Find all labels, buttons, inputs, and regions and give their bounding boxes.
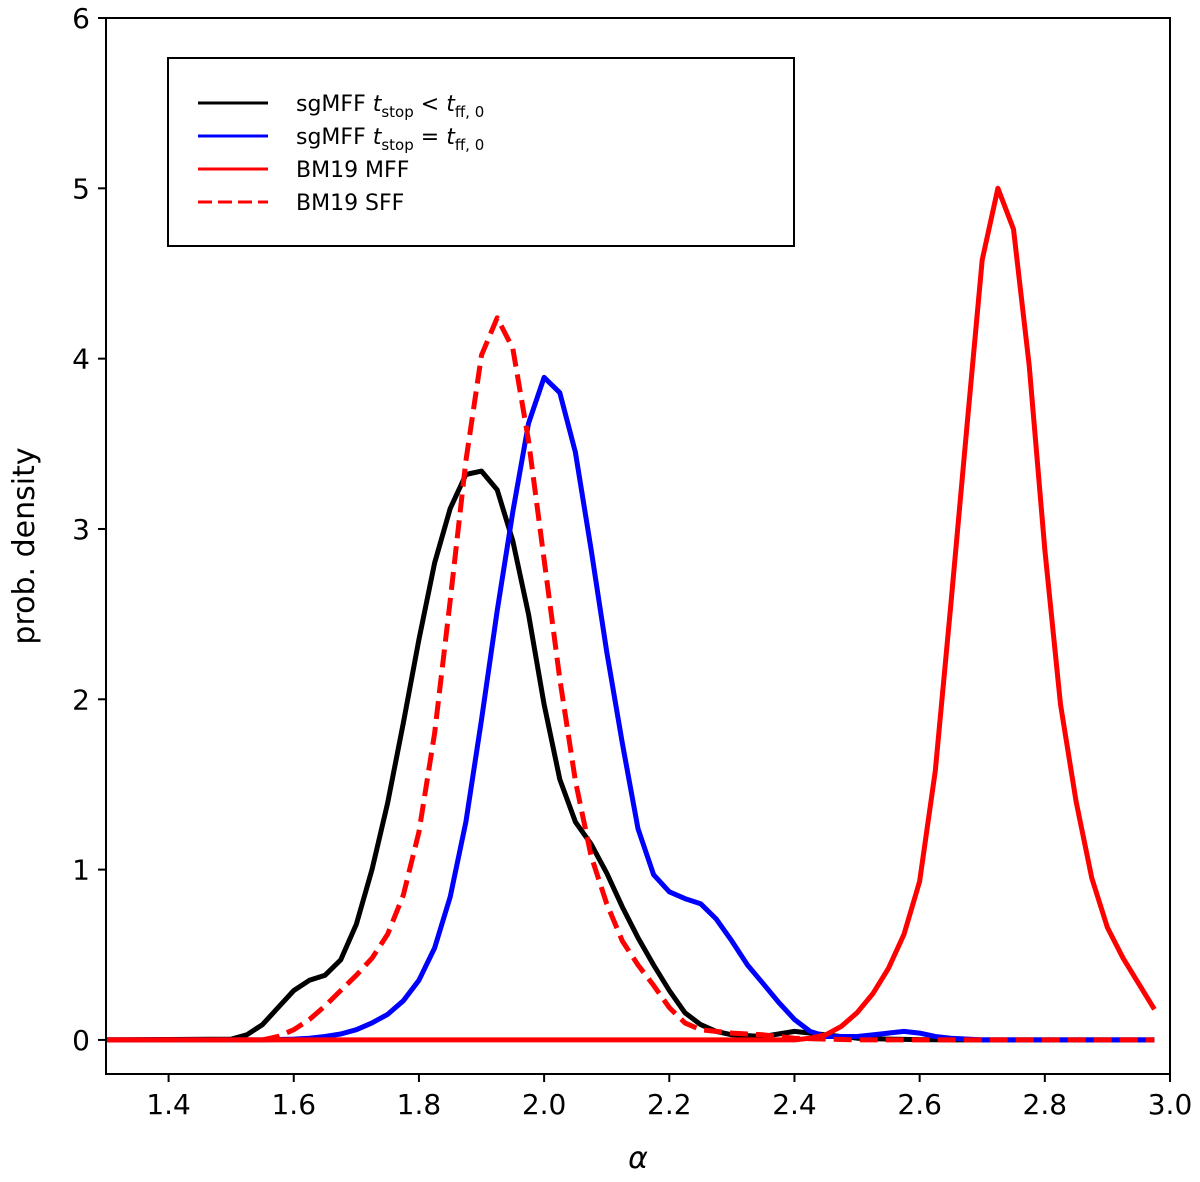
series-layer xyxy=(105,185,1157,1043)
y-tick-label: 0 xyxy=(72,1024,90,1057)
legend-text-part: BM19 MFF xyxy=(296,158,409,183)
legend-text-part: sgMFF xyxy=(296,92,373,117)
legend-label-3: BM19 SFF xyxy=(296,191,404,216)
legend-label-1: sgMFF tstop = tff, 0 xyxy=(296,125,484,154)
x-tick-label: 1.6 xyxy=(271,1088,316,1121)
y-tick-label: 2 xyxy=(72,683,90,716)
x-tick-label: 3.0 xyxy=(1148,1088,1193,1121)
legend-text-part: ff, 0 xyxy=(455,103,484,121)
y-axis: 0 1 2 3 4 5 6 xyxy=(72,2,106,1057)
legend-text-part: t xyxy=(373,92,383,117)
y-axis-label: prob. density xyxy=(7,447,42,644)
legend-text-part: sgMFF xyxy=(296,125,373,150)
legend-text-part: ff, 0 xyxy=(455,136,484,154)
legend-text-part: stop xyxy=(381,136,413,154)
x-tick-label: 1.8 xyxy=(397,1088,442,1121)
legend-text-part: t xyxy=(446,92,456,117)
y-tick-label: 4 xyxy=(72,343,90,376)
series-line-2 xyxy=(106,185,1157,1043)
series-line-3 xyxy=(106,315,1155,1043)
x-tick-label: 2.6 xyxy=(897,1088,942,1121)
x-tick-label: 2.2 xyxy=(647,1088,692,1121)
y-tick-label: 6 xyxy=(72,2,90,35)
y-tick-label: 1 xyxy=(72,854,90,887)
x-tick-label: 2.0 xyxy=(522,1088,567,1121)
y-tick-label: 5 xyxy=(72,172,90,205)
x-tick-label: 1.4 xyxy=(146,1088,191,1121)
series-line-0 xyxy=(105,468,1155,1043)
legend-text-part: t xyxy=(373,125,383,150)
series-line-1 xyxy=(106,374,1155,1043)
x-axis-label: α xyxy=(628,1141,648,1176)
y-tick-label: 3 xyxy=(72,513,90,546)
legend-text-part: < xyxy=(414,92,446,117)
x-axis: 1.4 1.6 1.8 2.0 2.2 2.4 2.6 2.8 3.0 xyxy=(146,1074,1192,1121)
legend-text-part: = xyxy=(414,125,446,150)
legend-label-0: sgMFF tstop < tff, 0 xyxy=(296,92,484,121)
legend-text-part: BM19 SFF xyxy=(296,191,404,216)
legend-label-2: BM19 MFF xyxy=(296,158,409,183)
legend-frame xyxy=(167,57,795,247)
x-tick-label: 2.8 xyxy=(1023,1088,1068,1121)
legend-text-part: stop xyxy=(381,103,413,121)
x-tick-label: 2.4 xyxy=(772,1088,817,1121)
plot-frame xyxy=(105,17,1171,1075)
legend-text-part: t xyxy=(446,125,456,150)
